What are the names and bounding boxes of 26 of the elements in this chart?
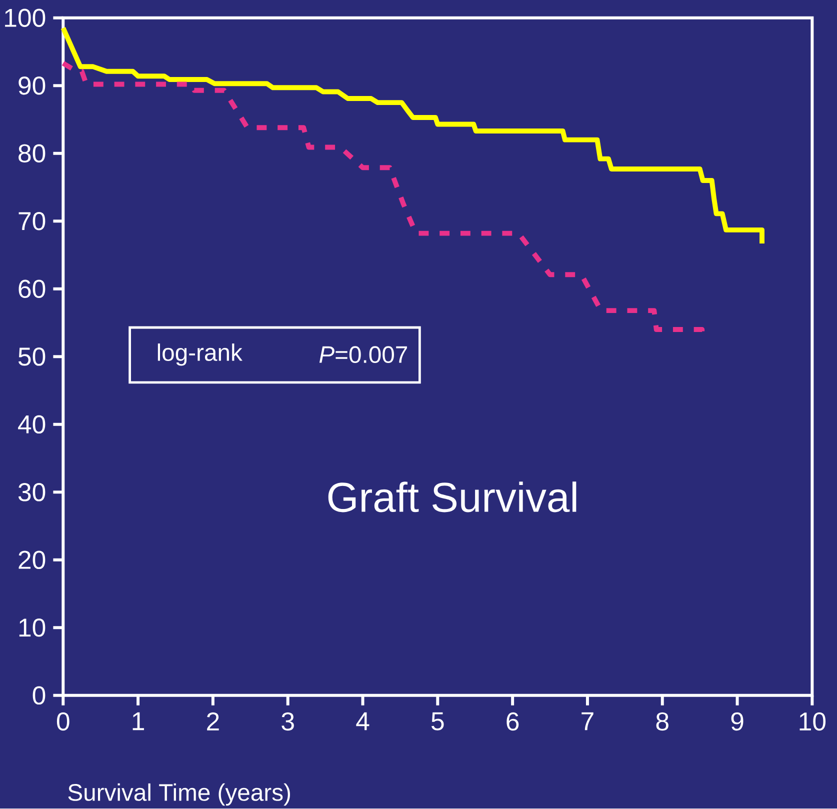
x-axis-title: Survival Time (years) [68, 784, 290, 806]
x-tick-label: 3 [282, 712, 294, 731]
x-tick-label: 10 [800, 712, 826, 731]
x-tick-label: 6 [506, 712, 519, 731]
x-tick-label: 7 [582, 712, 594, 730]
x-tick-label: 9 [731, 712, 744, 731]
y-tick-label: 20 [18, 550, 46, 570]
text: Graft Survival [328, 482, 576, 512]
y-tick-label: 0 [32, 686, 46, 705]
x-tick-label: 5 [432, 712, 444, 731]
x-tick-label: 2 [207, 712, 219, 731]
annotation: log-rank [158, 344, 242, 366]
x-tick-label: 0 [56, 712, 70, 731]
y-tick-label: 30 [18, 483, 46, 502]
y-tick-label: 40 [18, 415, 46, 434]
y-tick-label: 70 [18, 212, 46, 230]
y-tick-label: 80 [18, 144, 46, 163]
x-tick-label: 1 [132, 712, 144, 730]
x-tick-label: 4 [356, 712, 370, 730]
y-tick-label: 60 [18, 280, 46, 298]
y-tick-label: 100 [5, 8, 46, 28]
annotation: P=0.007 [319, 346, 407, 364]
y-tick-label: 10 [19, 618, 46, 637]
x-tick-label: 8 [656, 712, 668, 731]
y-tick-label: 50 [18, 348, 46, 366]
y-tick-label: 90 [18, 76, 46, 95]
